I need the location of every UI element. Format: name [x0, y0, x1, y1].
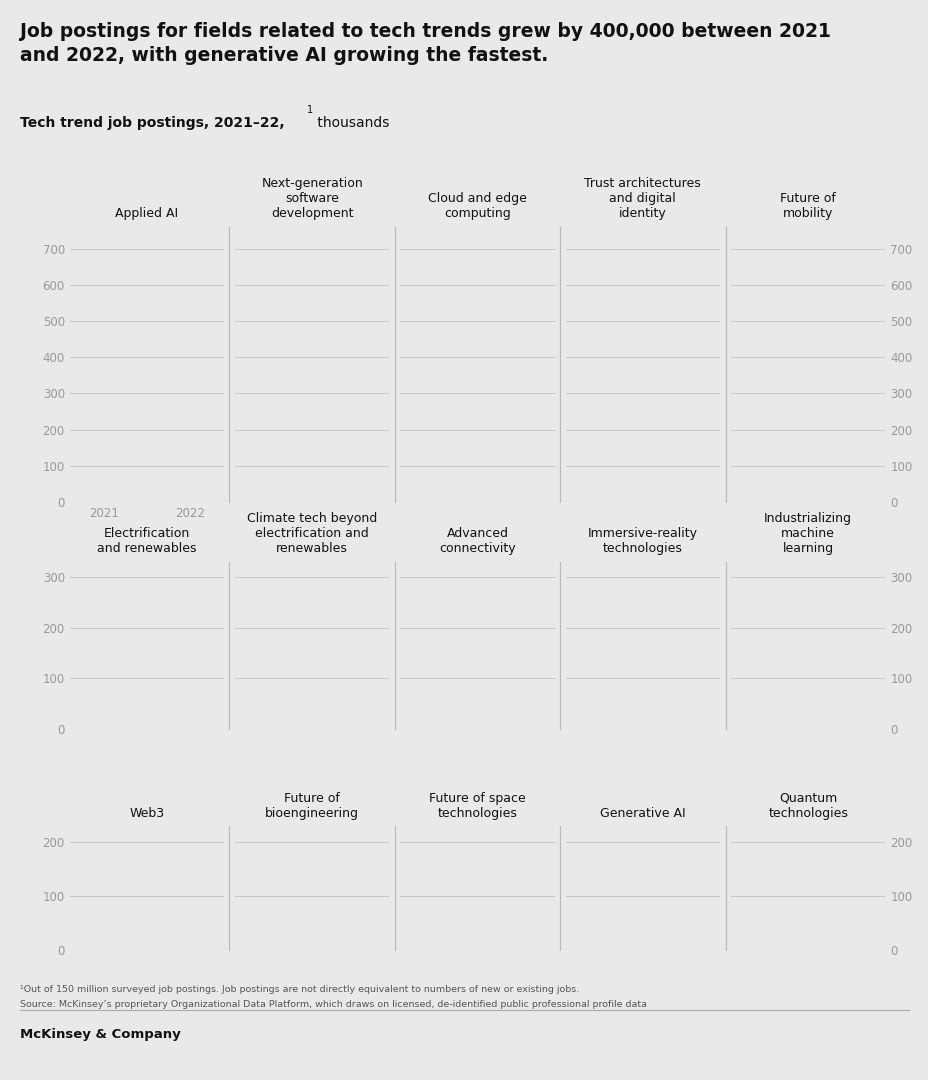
Text: Electrification
and renewables: Electrification and renewables: [97, 527, 197, 555]
Text: Future of
bioengineering: Future of bioengineering: [264, 792, 359, 820]
Text: Advanced
connectivity: Advanced connectivity: [439, 527, 515, 555]
Text: Web3: Web3: [129, 807, 164, 820]
Text: Trust architectures
and digital
identity: Trust architectures and digital identity: [584, 177, 701, 220]
Text: Generative AI: Generative AI: [599, 807, 685, 820]
Text: 1: 1: [306, 105, 313, 114]
Text: Future of
mobility: Future of mobility: [780, 192, 835, 220]
Text: Immersive-reality
technologies: Immersive-reality technologies: [587, 527, 697, 555]
Text: McKinsey & Company: McKinsey & Company: [20, 1028, 181, 1041]
Text: Source: McKinsey’s proprietary Organizational Data Platform, which draws on lice: Source: McKinsey’s proprietary Organizat…: [20, 1000, 647, 1009]
Text: Next-generation
software
development: Next-generation software development: [261, 177, 363, 220]
Text: thousands: thousands: [313, 116, 389, 130]
Text: Cloud and edge
computing: Cloud and edge computing: [428, 192, 526, 220]
Text: Quantum
technologies: Quantum technologies: [767, 792, 847, 820]
Text: Tech trend job postings, 2021–22,: Tech trend job postings, 2021–22,: [20, 116, 285, 130]
Text: Applied AI: Applied AI: [115, 207, 178, 220]
Text: Climate tech beyond
electrification and
renewables: Climate tech beyond electrification and …: [247, 512, 377, 555]
Text: Industrializing
machine
learning: Industrializing machine learning: [764, 512, 851, 555]
Text: Future of space
technologies: Future of space technologies: [429, 792, 525, 820]
Text: ¹Out of 150 million surveyed job postings. Job postings are not directly equival: ¹Out of 150 million surveyed job posting…: [20, 985, 579, 994]
Text: Job postings for fields related to tech trends grew by 400,000 between 2021
and : Job postings for fields related to tech …: [20, 22, 831, 65]
